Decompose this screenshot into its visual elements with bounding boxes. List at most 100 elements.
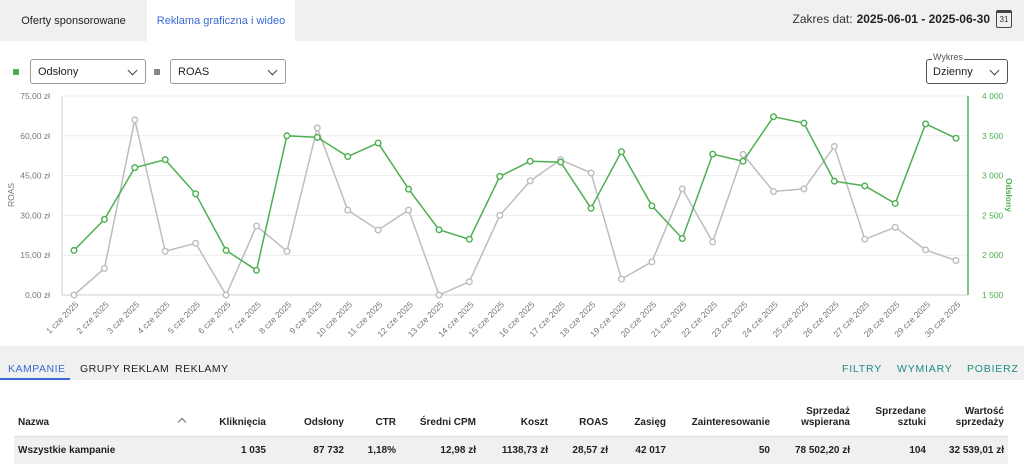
data-point-odslony [739,157,747,165]
left-tick-label: 60,00 zł [20,131,50,141]
data-point-roas [131,116,139,124]
table-cell: 1 035 [204,435,270,464]
right-tick-label: 1 500 [982,290,1004,300]
table-cell: Wszystkie kampanie [14,435,204,464]
column-header-label: Kliknięcia [219,416,266,428]
table-cell: 87 732 [270,435,348,464]
data-point-roas [192,239,200,247]
column-header-label: Nazwa [18,416,50,428]
data-point-odslony [435,226,443,234]
column-header[interactable]: Odsłony [270,398,348,436]
table-cell: 78 502,20 zł [774,435,854,464]
right-tick-label: 3 500 [982,131,1004,141]
right-tick-label: 2 500 [982,210,1004,220]
data-point-roas [861,235,869,243]
filters-button[interactable]: FILTRY [842,363,883,375]
dimensions-button[interactable]: WYMIARY [897,363,953,375]
right-tick-label: 3 000 [982,171,1004,181]
data-point-roas [252,222,260,230]
column-header[interactable]: ROAS [552,398,612,436]
column-header-label: sztuki [897,416,926,428]
tab-sponsored-offers[interactable]: Oferty sponsorowane [21,14,126,27]
data-point-roas [465,278,473,286]
data-point-odslony [131,164,139,172]
subtab-ads[interactable]: REKLAMY [175,363,229,375]
metric2-value: ROAS [178,65,210,78]
left-tick-label: 75,00 zł [20,91,50,101]
date-range[interactable]: Zakres dat: 2025-06-01 - 2025-06-30 31 [793,10,1012,28]
data-point-roas [405,206,413,214]
column-header[interactable]: Średni CPM [400,398,480,436]
calendar-icon[interactable]: 31 [996,10,1012,28]
table-cell: 104 [854,435,930,464]
data-point-odslony [496,172,504,180]
table-cell: 42 017 [612,435,670,464]
data-point-roas [344,206,352,214]
metric1-value: Odsłony [38,65,79,78]
data-point-odslony [283,132,291,140]
column-header[interactable]: CTR [348,398,400,436]
right-tick-label: 4 000 [982,91,1004,101]
metric1-select[interactable]: Odsłony [30,59,146,84]
column-header[interactable]: Sprzedaż wspierana [774,398,854,436]
data-point-odslony [891,199,899,207]
column-header[interactable]: Zainteresowanie [670,398,774,436]
column-header[interactable]: Zasięg [612,398,670,436]
column-header-label: Średni CPM [419,416,476,428]
table-cell: 1,18% [348,435,400,464]
download-button[interactable]: POBIERZ [967,363,1019,375]
data-point-roas [161,247,169,255]
data-point-odslony [678,234,686,242]
data-point-roas [496,211,504,219]
data-point-roas [435,291,443,299]
data-point-roas [222,291,230,299]
column-header-name[interactable]: Nazwa [14,398,204,436]
data-point-roas [70,291,78,299]
active-subtab-indicator [0,378,70,380]
data-point-odslony [405,185,413,193]
column-header[interactable]: Kliknięcia [204,398,270,436]
column-header-label: wspierana [801,416,850,428]
data-point-roas [739,150,747,158]
column-header-label: Koszt [520,416,548,428]
data-point-odslony [648,202,656,210]
data-point-odslony [465,235,473,243]
table-cell: 50 [670,435,774,464]
table-cell: 32 539,01 zł [930,435,1008,464]
chart: 0,00 zł 15,00 zł 30,00 zł 45,00 zł 60,00 zł 7… [6,91,1014,339]
tab-display-video[interactable]: Reklama graficzna i wideo [147,0,295,41]
data-point-odslony [252,266,260,274]
table-row[interactable]: Wszystkie kampanie 1 035 87 732 1,18% 12,98 … [14,435,1008,464]
data-point-odslony [526,157,534,165]
data-point-roas [283,247,291,255]
data-point-odslony [770,113,778,121]
data-point-odslony [709,150,717,158]
column-header[interactable]: Wartość sprzedaży [930,398,1008,436]
column-header[interactable]: Sprzedane sztuki [854,398,930,436]
table-cell: 12,98 zł [400,435,480,464]
data-point-roas [313,124,321,132]
chart-mode-select[interactable]: Wykres Dzienny [926,52,1008,84]
data-point-odslony [100,215,108,223]
data-point-odslony [830,177,838,185]
subtab-campaigns[interactable]: KAMPANIE [8,363,66,375]
column-header-label: Wartość [964,405,1004,417]
data-point-odslony [922,120,930,128]
data-point-roas [952,257,960,265]
data-point-roas [800,185,808,193]
column-header-label: ROAS [579,416,608,428]
top-tab-bar: Oferty sponsorowane Reklama graficzna i … [0,0,1024,41]
metric2-select[interactable]: ROAS [170,59,286,84]
data-point-odslony [70,246,78,254]
subtab-ad-groups[interactable]: GRUPY REKLAM [80,363,170,375]
series-line-roas [73,119,957,297]
data-point-odslony [952,134,960,142]
data-point-odslony [192,190,200,198]
date-range-value: 2025-06-01 - 2025-06-30 [856,12,990,26]
data-point-roas [830,142,838,150]
column-header-label: Sprzedaż [806,405,850,417]
data-point-roas [648,258,656,266]
data-point-odslony [587,204,595,212]
sort-up-icon[interactable] [177,417,187,426]
column-header[interactable]: Koszt [480,398,552,436]
